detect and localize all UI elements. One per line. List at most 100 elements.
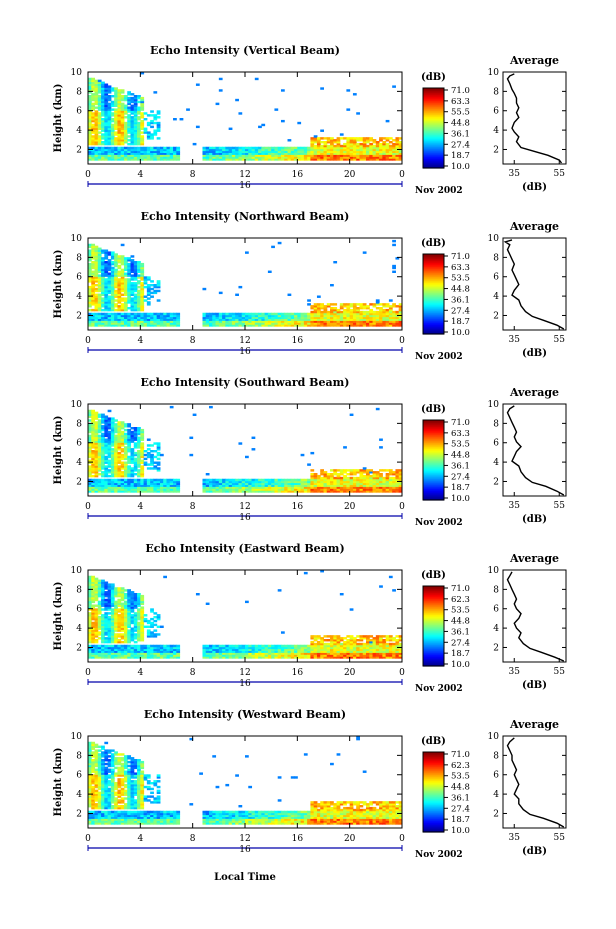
colorbar-step [423,606,444,609]
average-y-tick-label: 4 [493,292,499,302]
colorbar-step [423,296,444,299]
x-tick-label: 12 [239,668,250,678]
panel-2: Echo Intensity (Southward Beam) 2 4 6 8 10 0 4 8… [53,376,567,528]
colorbar-tick-label: 53.5 [451,274,470,284]
average-y-tick-label: 10 [488,566,500,576]
colorbar-step [423,464,444,467]
colorbar-step [423,434,444,437]
average-profile: Average 2 4 6 8 10 35 55 (dB) [488,386,567,525]
y-tick-label: 8 [76,585,82,595]
chart-title: Echo Intensity (Northward Beam) [141,210,350,223]
colorbar-step [423,288,444,291]
colorbar-tick-label: 44.8 [451,617,470,627]
colorbar-step [423,424,444,427]
panel-0: Echo Intensity (Vertical Beam) 2 4 6 8 10 0 4 8 1… [53,44,567,196]
y-tick-label: 2 [76,311,82,321]
colorbar-step [423,790,444,793]
colorbar: (dB) 71.062.353.544.836.127.418.710.0 [421,570,470,670]
colorbar-step [423,280,444,283]
y-tick-label: 2 [76,477,82,487]
average-y-tick-label: 8 [493,751,499,761]
colorbar-tick-label: 36.1 [451,461,470,471]
y-tick-label: 2 [76,809,82,819]
date-label: 16 [239,845,251,855]
colorbar-step [423,166,444,169]
colorbar-step [423,456,444,459]
colorbar-step [423,306,444,309]
colorbar-tick-label: 10.0 [451,162,470,172]
colorbar-step [423,328,444,331]
colorbar-step [423,98,444,101]
colorbar-step [423,768,444,771]
colorbar-step [423,302,444,305]
colorbar-step [423,808,444,811]
colorbar-step [423,320,444,323]
x-tick-label: 20 [344,668,356,678]
x-tick-label: 4 [137,336,143,346]
chart-title: Echo Intensity (Southward Beam) [141,376,350,389]
average-y-tick-label: 10 [488,234,500,244]
y-tick-label: 8 [76,87,82,97]
colorbar-step [423,604,444,607]
x-tick-label: 0 [399,502,405,512]
colorbar-step [423,264,444,267]
y-tick-label: 10 [71,68,83,78]
x-tick-label: 16 [292,170,304,180]
average-x-tick-label: 55 [554,667,566,677]
colorbar-step [423,638,444,641]
average-title: Average [509,220,559,233]
average-y-tick-label: 2 [493,311,499,321]
colorbar-step [423,498,444,501]
colorbar-step [423,88,444,91]
colorbar-step [423,486,444,489]
colorbar-step [423,112,444,115]
average-profile: Average 2 4 6 8 10 35 55 (dB) [488,220,567,359]
colorbar-step [423,586,444,589]
echo-intensity-field [88,239,403,327]
average-x-axis-label: (dB) [522,514,547,525]
colorbar-step [423,592,444,595]
colorbar-step [423,136,444,139]
colorbar-step [423,114,444,117]
colorbar-step [423,756,444,759]
colorbar-step [423,446,444,449]
colorbar-tick-label: 63.3 [451,263,470,273]
colorbar-step [423,800,444,803]
colorbar-step [423,798,444,801]
colorbar-step [423,648,444,651]
colorbar-step [423,332,444,335]
y-tick-label: 6 [76,273,82,283]
average-title: Average [509,54,559,67]
colorbar: (dB) 71.063.353.544.836.127.418.710.0 [421,404,470,504]
colorbar-step [423,96,444,99]
x-tick-label: 0 [85,668,91,678]
colorbar-step [423,312,444,315]
colorbar-tick-label: 63.3 [451,97,470,107]
colorbar-step [423,484,444,487]
colorbar-step [423,612,444,615]
colorbar-step [423,476,444,479]
colorbar-step [423,294,444,297]
colorbar-step [423,94,444,97]
colorbar-step [423,104,444,107]
colorbar-tick-label: 18.7 [451,317,470,327]
echo-intensity-field [88,736,403,825]
colorbar-unit: (dB) [421,72,446,83]
average-x-axis-label: (dB) [522,182,547,193]
average-x-tick-label: 35 [509,169,521,179]
colorbar-step [423,436,444,439]
colorbar-step [423,610,444,613]
colorbar-step [423,462,444,465]
colorbar-step [423,324,444,327]
average-y-tick-label: 8 [493,253,499,263]
colorbar-step [423,792,444,795]
average-x-tick-label: 55 [554,833,566,843]
colorbar-step [423,802,444,805]
colorbar-tick-label: 62.3 [451,761,470,771]
colorbar-step [423,470,444,473]
colorbar-step [423,760,444,763]
x-tick-label: 12 [239,336,250,346]
colorbar-step [423,596,444,599]
average-y-tick-label: 4 [493,126,499,136]
colorbar-step [423,116,444,119]
